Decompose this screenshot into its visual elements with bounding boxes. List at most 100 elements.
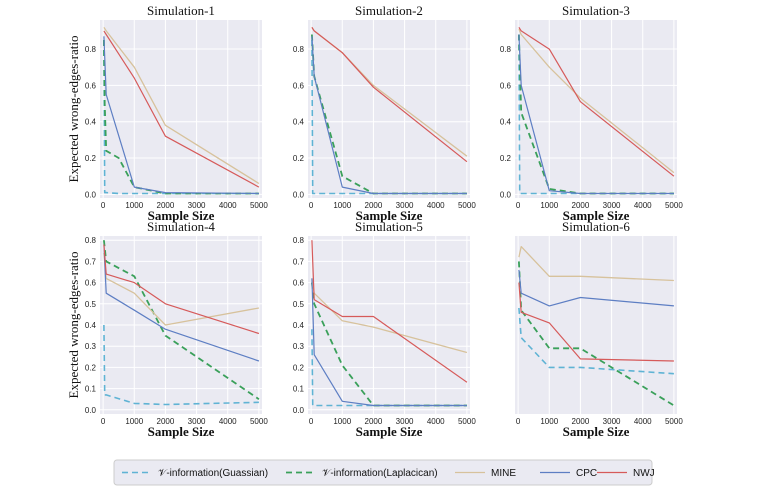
panel-title: Simulation-6 bbox=[562, 219, 630, 234]
y-tick-label: 0.0 bbox=[293, 406, 305, 415]
panel-6: Simulation-6 0 1000 2000 3000 4000 5000 Sample … bbox=[515, 219, 683, 439]
y-tick-label: 0.0 bbox=[85, 406, 97, 415]
series-line-nwj bbox=[103, 244, 260, 335]
y-tick-label: 0.6 bbox=[500, 81, 512, 90]
x-tick-label: 0 bbox=[309, 417, 314, 426]
series-line-mine bbox=[518, 245, 674, 282]
x-tick-label: 1000 bbox=[540, 201, 558, 210]
series-line-cpc bbox=[103, 36, 259, 195]
x-axis-label: Sample Size bbox=[356, 424, 423, 439]
series-line-cpc bbox=[311, 36, 467, 195]
series-group bbox=[518, 245, 675, 407]
x-tick-label: 0 bbox=[516, 417, 521, 426]
panel-2: Simulation-2 0 1000 2000 3000 4000 5000 0.0 0.2 0… bbox=[293, 3, 476, 223]
x-tick-label: 5000 bbox=[250, 417, 268, 426]
series-line-nwj bbox=[103, 30, 260, 188]
legend-label: 𝒱-information(Laplacican) bbox=[322, 468, 438, 479]
series-line-cpc bbox=[518, 34, 674, 195]
x-axis-label: Sample Size bbox=[148, 208, 215, 223]
y-tick-label: 0.2 bbox=[85, 363, 97, 372]
x-tick-label: 2000 bbox=[572, 201, 590, 210]
x-tick-label: 4000 bbox=[219, 417, 237, 426]
series-line-information-laplacican bbox=[518, 261, 675, 407]
panel-title: Simulation-3 bbox=[562, 3, 630, 18]
y-tick-label: 0.2 bbox=[293, 363, 305, 372]
x-tick-label: 5000 bbox=[458, 417, 476, 426]
panel-4: Simulation-4 0 1000 2000 3000 4000 5000 0.0 0.1 0… bbox=[66, 219, 268, 439]
x-tick-label: 4000 bbox=[427, 417, 445, 426]
x-tick-label: 2000 bbox=[157, 417, 175, 426]
x-axis-label: Sample Size bbox=[563, 208, 630, 223]
x-tick-label: 2000 bbox=[572, 417, 590, 426]
y-tick-label: 0.0 bbox=[500, 190, 512, 199]
legend-frame bbox=[113, 459, 653, 486]
y-tick-label: 0.1 bbox=[85, 385, 97, 394]
y-tick-label: 0.0 bbox=[293, 190, 305, 199]
y-tick-label: 0.4 bbox=[293, 321, 305, 330]
plot-area bbox=[100, 20, 262, 198]
y-tick-label: 0.6 bbox=[293, 279, 305, 288]
y-tick-label: 0.4 bbox=[85, 321, 97, 330]
y-tick-label: 0.3 bbox=[293, 342, 305, 351]
x-tick-label: 3000 bbox=[396, 201, 414, 210]
x-tick-label: 4000 bbox=[427, 201, 445, 210]
y-tick-label: 0.7 bbox=[85, 257, 97, 266]
plot-area bbox=[515, 20, 677, 198]
x-tick-label: 4000 bbox=[634, 201, 652, 210]
panel-5: Simulation-5 0 1000 2000 3000 4000 5000 0.0 0.1 0… bbox=[293, 219, 476, 439]
x-tick-label: 3000 bbox=[603, 417, 621, 426]
x-tick-label: 1000 bbox=[333, 417, 351, 426]
y-tick-label: 0.6 bbox=[85, 279, 97, 288]
y-tick-label: 0.7 bbox=[293, 257, 305, 266]
legend-label: MINE bbox=[491, 468, 516, 479]
x-tick-label: 2000 bbox=[365, 417, 383, 426]
series-line-cpc bbox=[103, 244, 260, 362]
y-tick-label: 0.5 bbox=[85, 300, 97, 309]
y-tick-label: 0.5 bbox=[293, 300, 305, 309]
series-line-nwj bbox=[518, 26, 675, 177]
x-tick-label: 3000 bbox=[188, 417, 206, 426]
x-tick-label: 2000 bbox=[365, 201, 383, 210]
panel-title: Simulation-4 bbox=[147, 219, 215, 234]
y-tick-label: 0.8 bbox=[85, 236, 97, 245]
panel-title: Simulation-2 bbox=[355, 3, 423, 18]
y-tick-label: 0.1 bbox=[293, 385, 305, 394]
series-line-cpc bbox=[518, 269, 674, 307]
x-tick-label: 5000 bbox=[665, 417, 683, 426]
series-line-mine bbox=[103, 26, 260, 185]
x-tick-label: 1000 bbox=[125, 201, 143, 210]
series-line-information-laplacican bbox=[103, 240, 260, 400]
series-group bbox=[103, 26, 260, 195]
x-tick-label: 1000 bbox=[540, 417, 558, 426]
x-axis-label: Sample Size bbox=[148, 424, 215, 439]
series-group bbox=[311, 26, 468, 195]
y-tick-label: 0.8 bbox=[500, 45, 512, 54]
x-tick-label: 0 bbox=[516, 201, 521, 210]
y-tick-label: 0.8 bbox=[293, 236, 305, 245]
series-line-nwj bbox=[311, 26, 468, 163]
legend-label: NWJ bbox=[633, 468, 655, 479]
series-line-information-guassian bbox=[518, 307, 674, 375]
y-tick-label: 0.2 bbox=[500, 154, 512, 163]
series-group bbox=[311, 240, 468, 407]
y-tick-label: 0.2 bbox=[85, 154, 97, 163]
panel-title: Simulation-1 bbox=[147, 3, 215, 18]
panel-1: Simulation-1 0 1000 2000 3000 4000 5000 0.0 0.2 0… bbox=[66, 3, 268, 223]
y-tick-label: 0.4 bbox=[500, 118, 512, 127]
y-tick-label: 0.4 bbox=[293, 118, 305, 127]
series-line-information-laplacican bbox=[103, 39, 259, 195]
x-tick-label: 3000 bbox=[396, 417, 414, 426]
x-tick-label: 4000 bbox=[634, 417, 652, 426]
x-axis-label: Sample Size bbox=[356, 208, 423, 223]
y-tick-label: 0.6 bbox=[85, 81, 97, 90]
series-group bbox=[518, 26, 675, 195]
x-tick-label: 5000 bbox=[665, 201, 683, 210]
y-tick-label: 0.2 bbox=[293, 154, 305, 163]
y-axis-label: Expected wrong-edges-ratio bbox=[66, 252, 81, 399]
series-group bbox=[103, 240, 260, 406]
series-line-nwj bbox=[311, 240, 468, 383]
y-tick-label: 0.0 bbox=[85, 190, 97, 199]
x-tick-label: 0 bbox=[101, 201, 106, 210]
x-tick-label: 0 bbox=[309, 201, 314, 210]
